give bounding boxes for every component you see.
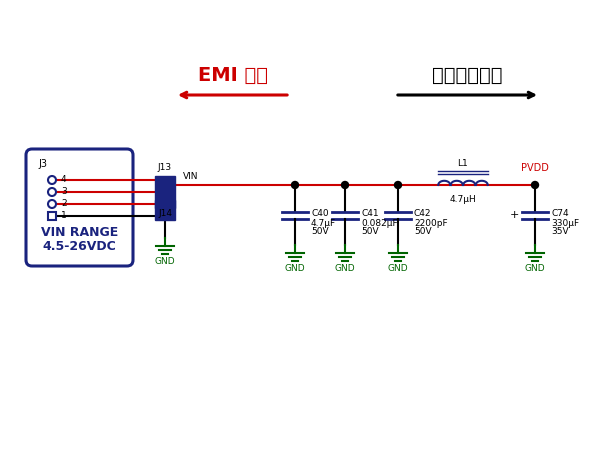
Circle shape [532, 181, 539, 189]
Text: 功放供电电流: 功放供电电流 [432, 66, 503, 85]
Text: 50V: 50V [414, 228, 431, 237]
Text: VIN: VIN [183, 172, 199, 181]
Text: GND: GND [524, 264, 545, 273]
Text: +: + [509, 211, 519, 220]
Text: L1: L1 [458, 159, 469, 168]
Text: C40: C40 [311, 210, 329, 219]
FancyBboxPatch shape [26, 149, 133, 266]
Bar [155, 200, 175, 220]
Text: J3: J3 [38, 159, 47, 169]
Text: GND: GND [284, 264, 305, 273]
Text: J13: J13 [158, 163, 172, 172]
Text: 330μF: 330μF [551, 219, 579, 228]
Text: 4: 4 [61, 176, 67, 184]
Bar [155, 176, 175, 208]
Text: 4.7μF: 4.7μF [311, 219, 336, 228]
Text: 50V: 50V [311, 228, 329, 237]
Text: C42: C42 [414, 210, 431, 219]
Text: 3: 3 [61, 188, 67, 197]
Text: 1: 1 [61, 212, 67, 220]
Text: 4.7μH: 4.7μH [449, 195, 476, 204]
Text: 50V: 50V [361, 228, 379, 237]
Text: EMI 电流: EMI 电流 [197, 66, 268, 85]
Circle shape [395, 181, 401, 189]
Circle shape [341, 181, 349, 189]
Text: 2: 2 [61, 199, 67, 208]
Text: GND: GND [155, 257, 175, 266]
Bar [48, 212, 56, 220]
Circle shape [292, 181, 299, 189]
Text: GND: GND [335, 264, 355, 273]
Circle shape [48, 176, 56, 184]
Text: 2200pF: 2200pF [414, 219, 448, 228]
Text: VIN RANGE: VIN RANGE [41, 225, 118, 238]
Circle shape [48, 188, 56, 196]
Text: C41: C41 [361, 210, 379, 219]
Text: J14: J14 [158, 209, 172, 218]
Text: 4.5-26VDC: 4.5-26VDC [43, 239, 116, 252]
Circle shape [48, 200, 56, 208]
Text: GND: GND [388, 264, 409, 273]
Text: C74: C74 [551, 210, 569, 219]
Text: 0.082μF: 0.082μF [361, 219, 398, 228]
Text: 35V: 35V [551, 228, 569, 237]
Text: PVDD: PVDD [521, 163, 549, 173]
